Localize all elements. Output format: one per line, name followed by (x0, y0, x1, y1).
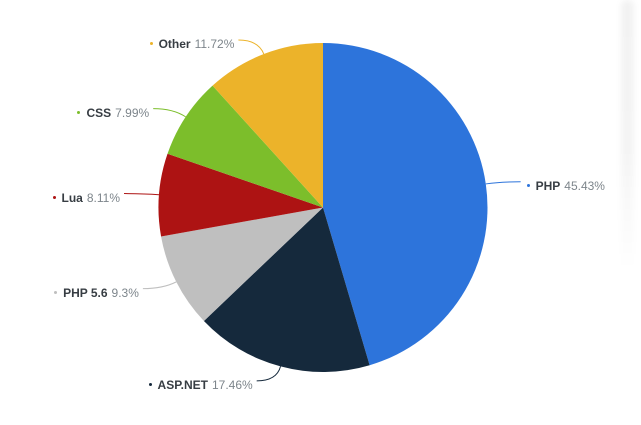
pie-slice-lua[interactable] (158, 153, 323, 237)
pie-slice-asp-net[interactable] (203, 207, 370, 372)
label-line-other (238, 39, 265, 55)
pie-slice-php-5-6[interactable] (161, 207, 323, 321)
label-line-css (153, 108, 186, 118)
pie-slice-other[interactable] (212, 43, 323, 208)
pie-slice-css[interactable] (167, 85, 323, 208)
page-edge-shadow (621, 0, 634, 270)
label-line-php (485, 181, 521, 185)
label-line-lua (124, 193, 160, 196)
pie-slice-php[interactable] (323, 43, 488, 366)
label-line-asp-net (256, 366, 282, 382)
label-line-php-5-6 (142, 281, 177, 290)
